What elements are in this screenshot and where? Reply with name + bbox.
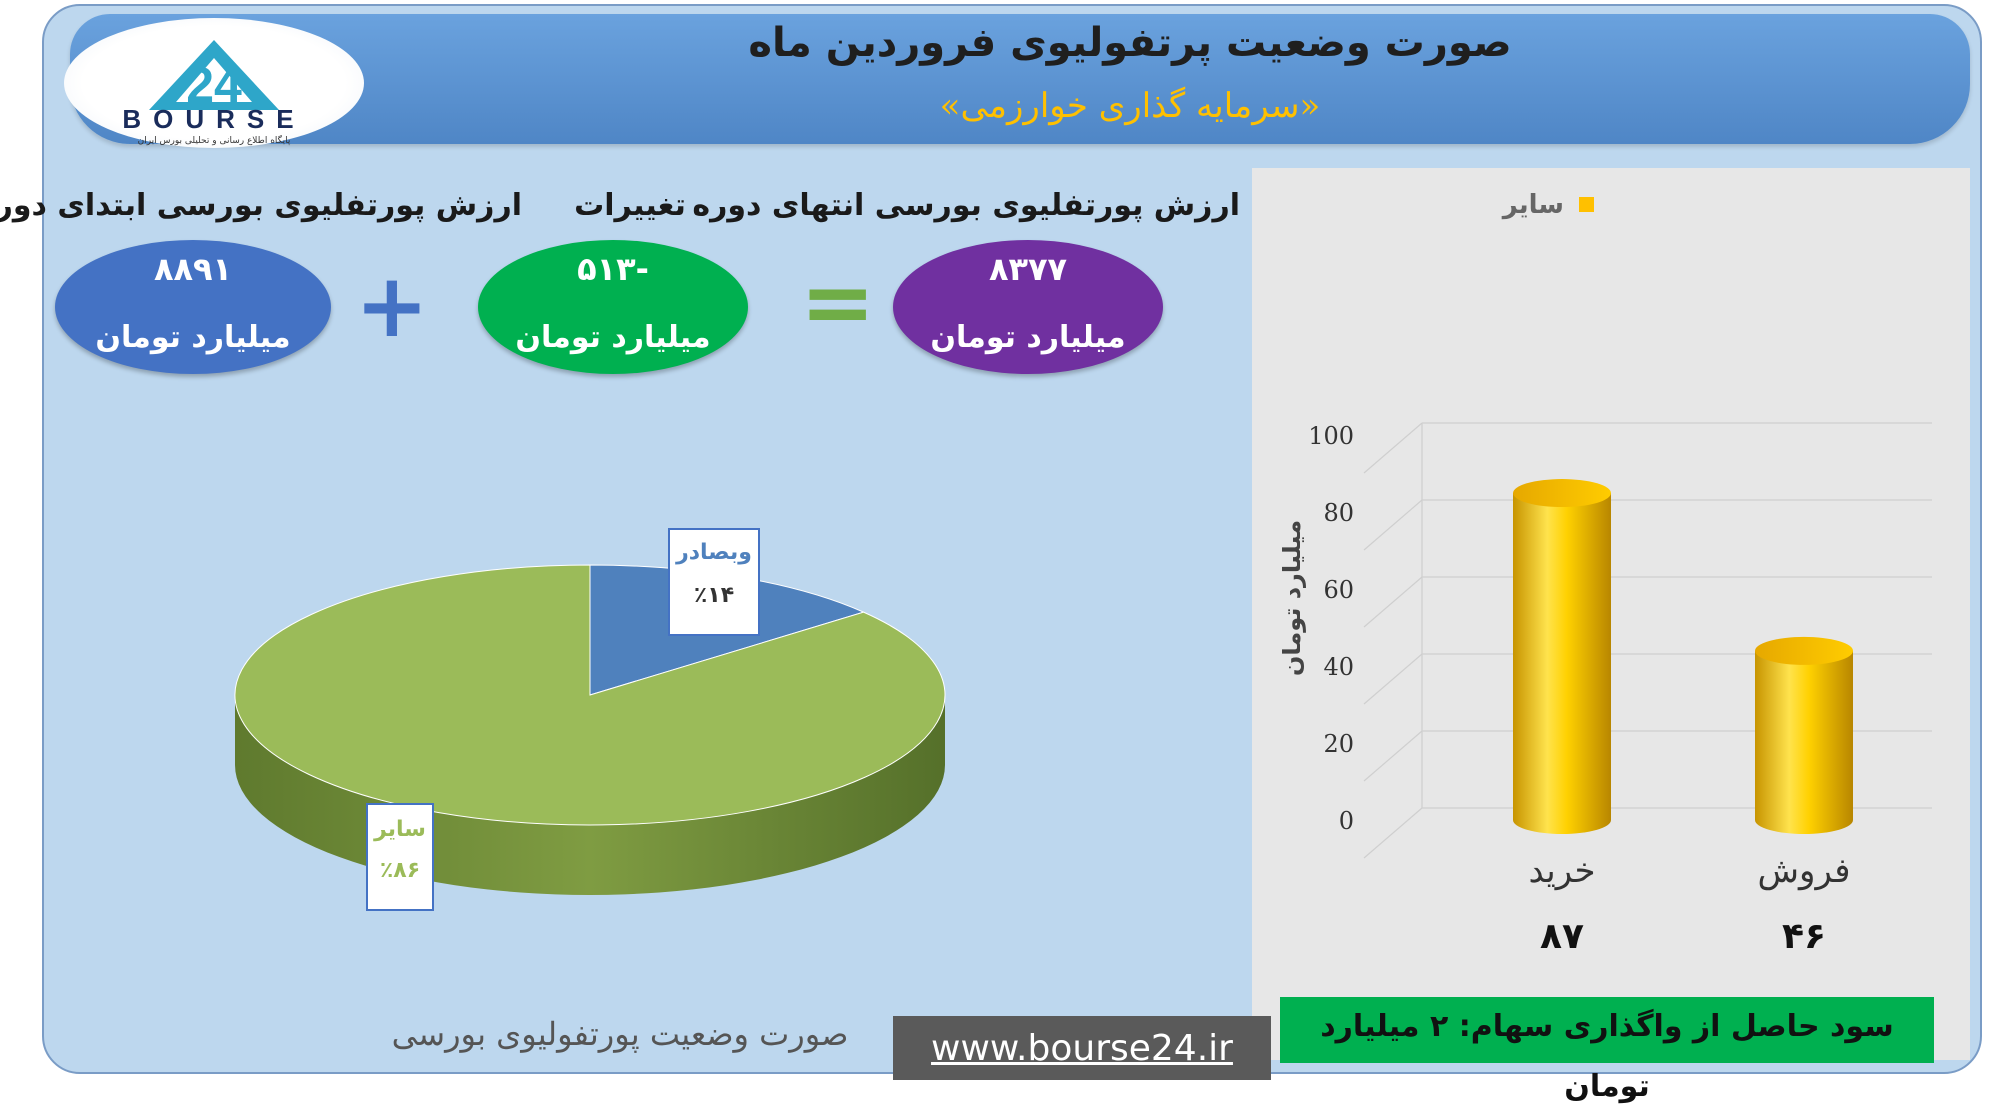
- pie-label-sayer-pct: ٪۸۶: [379, 858, 421, 883]
- logo-name: BOURSE: [122, 104, 305, 134]
- start-value-label: ارزش پورتفلیوی بورسی ابتدای دوره: [0, 188, 522, 223]
- change-oval: -۵۱۳ میلیارد تومان: [478, 240, 748, 374]
- end-value-unit: میلیارد تومان: [930, 320, 1126, 355]
- end-value-label: ارزش پورتفلیوی بورسی انتهای دوره: [692, 188, 1240, 223]
- page-subtitle: «سرمایه گذاری خوارزمی»: [939, 86, 1321, 126]
- page-title: صورت وضعیت پرتفولیوی فروردین ماه: [748, 20, 1512, 66]
- grid-side-3: [1363, 576, 1423, 628]
- pie-label-vbsader-name: وبصادر: [676, 540, 752, 565]
- grid-side-0: [1363, 807, 1423, 859]
- logo-tagline: پایگاه اطلاع رسانی و تحلیلی بورس ایران: [138, 134, 291, 146]
- bar-body-1: [1755, 650, 1853, 834]
- change-value: -۵۱۳: [577, 250, 649, 288]
- bar-1: [1755, 636, 1853, 834]
- grid-side-2: [1363, 653, 1423, 705]
- y-tick-2: 40: [1323, 653, 1354, 681]
- website-link[interactable]: www.bourse24.ir: [893, 1016, 1271, 1080]
- bar-body-0: [1513, 493, 1611, 834]
- bar-top-0: [1513, 479, 1611, 508]
- pie-slice-1: [234, 564, 946, 826]
- start-value-unit: میلیارد تومان: [95, 320, 291, 355]
- change-label: تغییرات: [574, 188, 686, 223]
- y-tick-1: 20: [1323, 730, 1354, 758]
- logo-number: 24: [186, 57, 242, 113]
- start-value-oval: ۸۸۹۱ میلیارد تومان: [55, 240, 331, 374]
- plus-sign: +: [355, 254, 429, 357]
- y-tick-4: 80: [1323, 499, 1354, 527]
- bar-0: [1513, 479, 1611, 834]
- bourse24-logo: 24 BOURSE پایگاه اطلاع رسانی و تحلیلی بو…: [64, 18, 364, 148]
- x-category-1: فروش: [1758, 851, 1851, 891]
- pie-label-vbsader: وبصادر ٪۱۴: [668, 528, 760, 636]
- bar-legend: سایر: [1501, 190, 1594, 220]
- header-banner: [70, 14, 1970, 144]
- bar-chart: سایر 0 20 40 60 80 100 میلیارد تومان خرید ۸۷ فروش ۴…: [1278, 190, 1932, 957]
- start-value: ۸۸۹۱: [153, 250, 233, 288]
- pie-chart-title: صورت وضعیت پورتفولیوی بورسی: [391, 1015, 849, 1053]
- x-category-0: خرید: [1528, 851, 1595, 891]
- y-tick-5: 100: [1308, 422, 1354, 450]
- grid-side-5: [1363, 422, 1423, 474]
- y-axis-label: میلیارد تومان: [1278, 520, 1306, 676]
- y-tick-0: 0: [1339, 807, 1354, 835]
- profit-note: سود حاصل از واگذاری سهام: ۲ میلیارد توما…: [1280, 997, 1934, 1104]
- end-value: ۸۳۷۷: [988, 250, 1068, 288]
- bar-value-label-1: ۴۶: [1782, 916, 1826, 957]
- change-unit: میلیارد تومان: [515, 320, 711, 355]
- pie-label-vbsader-pct: ٪۱۴: [693, 583, 735, 608]
- legend-swatch: [1579, 197, 1594, 212]
- pie-label-sayer-name: سایر: [374, 817, 426, 842]
- legend-label: سایر: [1501, 190, 1564, 220]
- bar-top-1: [1755, 636, 1853, 665]
- end-value-oval: ۸۳۷۷ میلیارد تومان: [893, 240, 1163, 374]
- pie-chart: [234, 564, 946, 895]
- y-tick-3: 60: [1323, 576, 1354, 604]
- pie-label-sayer: سایر ٪۸۶: [366, 803, 434, 911]
- grid-side-1: [1363, 730, 1423, 782]
- grid-side-4: [1363, 499, 1423, 551]
- bar-value-label-0: ۸۷: [1540, 916, 1584, 957]
- equals-sign: =: [800, 250, 876, 355]
